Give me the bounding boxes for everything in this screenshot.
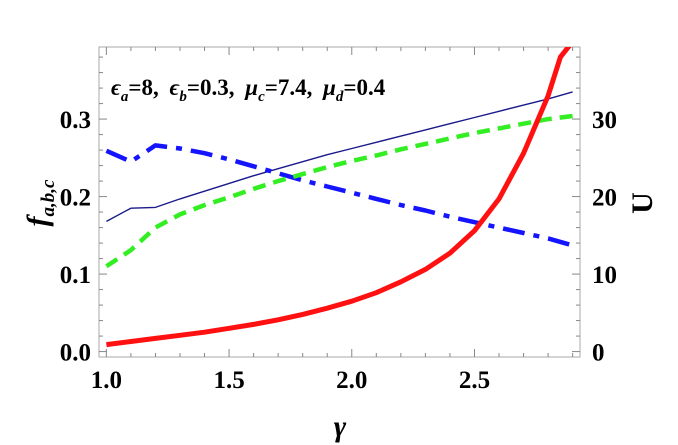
y-left-tick-label: 0.1 [60, 262, 91, 289]
x-tick-label: 2.5 [459, 367, 490, 394]
epsilon-a-value: =8, [128, 75, 158, 100]
series-line-4 [106, 47, 572, 348]
mu-c-value: =7.4, [265, 75, 313, 100]
y-left-tick-label: 0.0 [60, 340, 91, 367]
x-axis-label: γ [334, 410, 347, 443]
epsilon-b-subscript: b [179, 89, 187, 105]
epsilon-b-value: =0.3, [187, 75, 235, 100]
mu-c-subscript: c [258, 89, 265, 105]
epsilon-b-symbol: ϵ [170, 75, 180, 100]
mu-d-symbol: μ [322, 75, 336, 100]
parameter-annotation: ϵa=8, ϵb=0.3, μc=7.4, μd=0.4 [111, 75, 386, 105]
y-right-tick-label: 10 [592, 262, 617, 289]
mu-d-subscript: d [336, 89, 344, 105]
y-right-tick-label: 0 [592, 340, 605, 367]
x-tick-label: 1.0 [91, 367, 122, 394]
epsilon-a-subscript: a [121, 89, 129, 105]
x-tick-label: 2.0 [336, 367, 367, 394]
data-series [105, 47, 574, 348]
y-right-tick-label: 30 [592, 107, 617, 134]
right-y-axis-label: U [626, 192, 659, 214]
epsilon-a-symbol: ϵ [111, 75, 121, 100]
x-tick-label: 1.5 [213, 367, 244, 394]
tick-labels: 1.0 1.5 2.0 2.5 0.0 0.1 0.2 0.3 0 10 20 30 [60, 107, 617, 394]
left-y-axis-label-subscript: a,b,c [38, 179, 59, 217]
series-line-2 [105, 143, 574, 248]
left-y-axis-label: fa,b,c [21, 179, 59, 227]
y-left-tick-label: 0.3 [60, 107, 91, 134]
series-line-1 [106, 91, 573, 223]
left-y-axis-label-main: f [21, 213, 54, 226]
tick-marks [99, 47, 580, 357]
mu-c-symbol: μ [244, 75, 258, 100]
y-right-tick-label: 20 [592, 185, 617, 212]
mu-d-value: =0.4 [343, 75, 385, 100]
plot-frame [98, 46, 581, 358]
series-line-3 [105, 113, 573, 269]
y-left-tick-label: 0.2 [60, 185, 91, 212]
